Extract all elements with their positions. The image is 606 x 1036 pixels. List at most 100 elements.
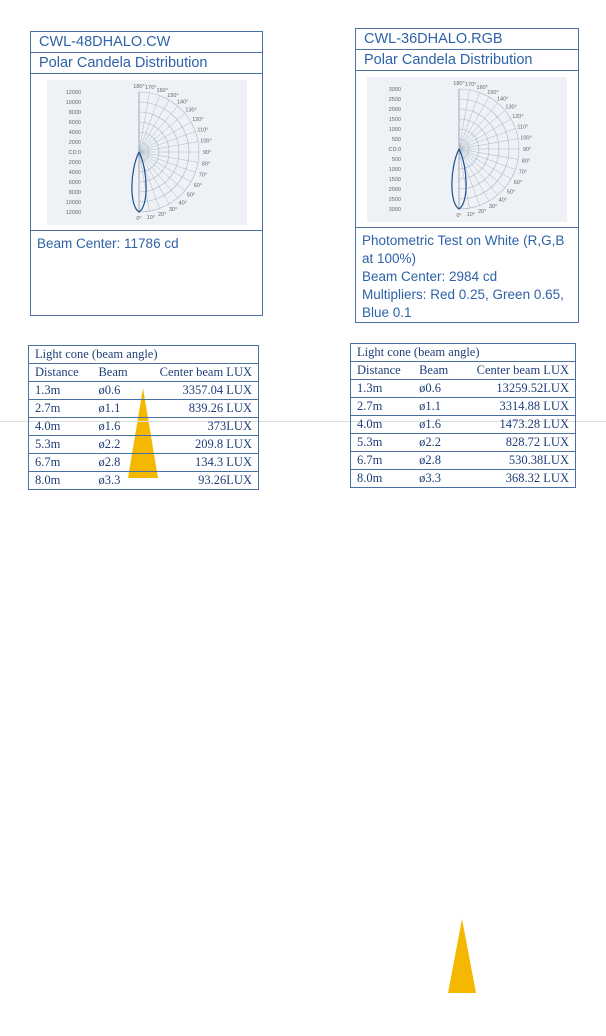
radial <box>458 89 470 150</box>
angle-label: 180° <box>453 81 464 87</box>
cd-label: 2500 <box>389 197 401 203</box>
angle-label: 30° <box>489 204 497 210</box>
spec-panel: CWL-48DHALO.CW Polar Candela Distribution… <box>30 31 263 316</box>
table-cell: 6.7m <box>28 453 93 472</box>
angle-label: 10° <box>146 215 154 221</box>
radial <box>458 96 490 150</box>
polar-diagram: 3000 2500 2000 1500 1000 500 CD:0 500 1000 1500 20… <box>356 71 578 228</box>
table-title: Light cone (beam angle) <box>28 345 259 364</box>
table-cell: 1473.28 LUX <box>458 415 576 434</box>
angle-label: 30° <box>168 207 176 213</box>
data-row: 1.3m ø0.6 13259.52LUX <box>350 379 576 398</box>
data-row: 1.3m ø0.6 3357.04 LUX <box>28 381 260 400</box>
radial <box>458 110 506 150</box>
candela-curve <box>451 148 467 210</box>
radial <box>458 148 470 209</box>
angle-label: 90° <box>523 147 531 153</box>
cd-label: 2000 <box>389 187 401 193</box>
table-cell: 3357.04 LUX <box>139 381 260 400</box>
table-cell: 5.3m <box>350 433 414 452</box>
cd-label: 12000 <box>65 90 80 96</box>
cd-label: 500 <box>392 157 401 163</box>
column-header: Distance <box>350 361 414 380</box>
notes: Photometric Test on White (R,G,B at 100%… <box>356 228 578 326</box>
table-cell: 4.0m <box>28 417 93 436</box>
cd-label: 8000 <box>68 110 80 116</box>
radial <box>138 121 191 153</box>
radial <box>138 151 191 183</box>
cd-label: 4000 <box>68 170 80 176</box>
cd-label: 6000 <box>68 120 80 126</box>
cd-label: 10000 <box>65 100 80 106</box>
cd-label: 2000 <box>389 107 401 113</box>
table-cell: 368.32 LUX <box>458 469 576 488</box>
section-title: Polar Candela Distribution <box>356 50 578 71</box>
angle-label: 20° <box>158 212 166 218</box>
cd-label: 3000 <box>389 207 401 213</box>
table-cell: 209.8 LUX <box>139 435 260 454</box>
section-title: Polar Candela Distribution <box>31 53 262 74</box>
angle-label: 100° <box>520 136 531 142</box>
diagram-bg <box>46 80 247 225</box>
data-row: 5.3m ø2.2 209.8 LUX <box>28 435 260 454</box>
radial <box>138 151 178 199</box>
radial <box>138 95 160 153</box>
data-row: 8.0m ø3.3 368.32 LUX <box>350 469 576 488</box>
angle-label: 80° <box>522 158 530 164</box>
table-cell: 828.72 LUX <box>458 433 576 452</box>
angle-label: 140° <box>497 96 508 102</box>
angle-label: 50° <box>507 189 515 195</box>
angle-label: 120° <box>512 114 523 120</box>
radial <box>138 131 195 153</box>
radial <box>138 151 169 205</box>
cd-label: 1000 <box>389 167 401 173</box>
angle-label: 90° <box>202 150 210 156</box>
data-row: 5.3m ø2.2 828.72 LUX <box>350 433 576 452</box>
cd-label: CD:0 <box>388 147 401 153</box>
radial <box>138 151 195 173</box>
table-cell: 3314.88 LUX <box>458 397 576 416</box>
cd-label: 8000 <box>68 190 80 196</box>
beam-table: Light cone (beam angle) Distance Beam Cente… <box>28 345 260 490</box>
angle-label: 120° <box>192 117 203 123</box>
radial <box>138 105 178 153</box>
note: Beam Center: 11786 cd <box>37 236 179 251</box>
beam-table: Light cone (beam angle) Distance Beam Cente… <box>350 343 576 488</box>
cd-label: CD:0 <box>68 150 81 156</box>
table-cell: ø2.2 <box>413 433 459 452</box>
angle-label: 150° <box>487 90 498 96</box>
note: Multipliers: Red 0.25, Green 0.65, Blue … <box>362 287 564 320</box>
table-title-row: Light cone (beam angle) <box>28 345 259 364</box>
angle-label: 140° <box>177 99 188 105</box>
table-cell: ø3.3 <box>413 469 459 488</box>
table-cell: ø1.6 <box>92 417 140 436</box>
table-cell: ø1.1 <box>413 397 459 416</box>
table-cell: 8.0m <box>350 469 414 488</box>
radial <box>458 148 490 202</box>
table-cell: 4.0m <box>350 415 414 434</box>
table-cell: 5.3m <box>28 435 93 454</box>
table-cell: ø2.2 <box>92 435 140 454</box>
table-cell: 13259.52LUX <box>458 379 576 398</box>
angle-label: 10° <box>467 212 475 218</box>
radial <box>138 99 169 153</box>
radial <box>138 141 198 153</box>
table-title: Light cone (beam angle) <box>350 343 576 362</box>
model-name: CWL-48DHALO.CW <box>31 32 262 53</box>
cd-label: 2000 <box>68 140 80 146</box>
cd-label: 3000 <box>389 87 401 93</box>
radial <box>458 138 519 150</box>
angle-label: 130° <box>185 108 196 114</box>
data-row: 2.7m ø1.1 3314.88 LUX <box>350 397 576 416</box>
radial <box>138 151 150 212</box>
divider <box>0 421 606 422</box>
table-cell: 93.26LUX <box>139 471 260 490</box>
data-row: 6.7m ø2.8 134.3 LUX <box>28 453 260 472</box>
radial <box>458 148 519 160</box>
data-row: 6.7m ø2.8 530.38LUX <box>350 451 576 470</box>
page: {"left":{"model":"CWL-48DHALO.CW","secti… <box>0 28 606 993</box>
radial <box>138 151 185 191</box>
table-cell: ø2.8 <box>92 453 140 472</box>
table-cell: 2.7m <box>350 397 414 416</box>
polar-diagram: 12000 10000 8000 6000 4000 2000 CD:0 2000 4000 60… <box>31 74 262 231</box>
